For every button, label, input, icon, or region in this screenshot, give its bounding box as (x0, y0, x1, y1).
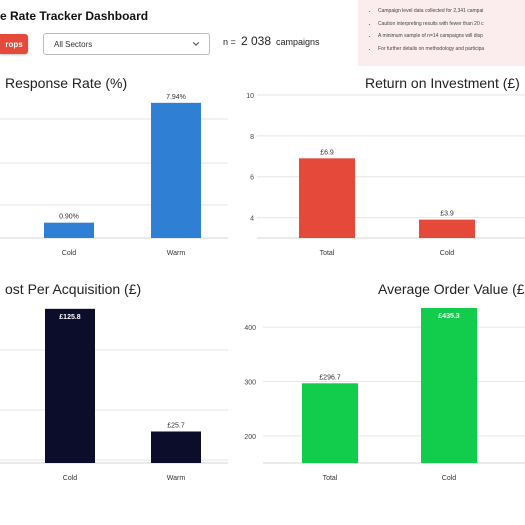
roi-category-label: Cold (440, 250, 455, 257)
aov-tick-label: 300 (244, 380, 256, 387)
cpa-category-label: Cold (63, 475, 78, 482)
note-item: For further details on methodology and p… (378, 46, 525, 52)
roi-bar (299, 158, 355, 238)
roi-tick-label: 10 (246, 93, 254, 100)
cpa-chart: £125.8 Cold £25.7 Warm (0, 308, 228, 482)
response-rate-title: Response Rate (%) (5, 75, 128, 91)
aov-category-label: Total (323, 475, 338, 482)
sample-size-unit: campaigns (276, 37, 320, 47)
aov-title: Average Order Value (£) (378, 281, 525, 297)
sample-size-label: n = (223, 37, 236, 47)
response-rate-category-label: Warm (167, 250, 186, 257)
cpa-category-label: Warm (167, 475, 186, 482)
note-item: A minimum sample of n=14 campaigns will … (378, 33, 525, 39)
aov-data-label: £296.7 (319, 374, 341, 381)
roi-tick-label: 8 (250, 134, 254, 141)
sector-select[interactable]: All Sectors (43, 33, 210, 55)
roi-bar (419, 219, 475, 238)
roi-chart: 4 6 8 10 £6.9 Total £3.9 Cold (246, 93, 525, 257)
cpa-data-label: £125.8 (59, 314, 81, 321)
response-rate-category-label: Cold (62, 250, 77, 257)
aov-chart: 200 300 400 £296.7 Total £435.3 Cold (244, 307, 525, 482)
sample-size-value: 2 038 (241, 34, 272, 48)
note-item: Campaign level data collected for 2,341 … (378, 8, 525, 14)
cpa-data-label: £25.7 (167, 423, 185, 430)
aov-category-label: Cold (442, 475, 457, 482)
aov-bar (421, 307, 477, 463)
aov-tick-label: 400 (244, 325, 256, 332)
response-rate-data-label: 0.90% (59, 214, 79, 221)
cpa-bar (151, 431, 201, 463)
note-item: Caution interpreting results with fewer … (378, 21, 525, 27)
roi-data-label: £3.9 (440, 211, 454, 218)
response-rate-bar (151, 102, 201, 238)
roi-tick-label: 4 (250, 216, 254, 223)
aov-bar (302, 383, 358, 463)
sector-select-value: All Sectors (54, 39, 93, 49)
roi-data-label: £6.9 (320, 149, 334, 156)
dashboard-title: e Rate Tracker Dashboard (0, 9, 149, 23)
chevron-down-icon (192, 42, 200, 46)
roi-tick-label: 6 (250, 175, 254, 182)
response-rate-data-label: 7.94% (166, 94, 186, 101)
roi-title: Return on Investment (£) (365, 75, 520, 91)
response-rate-bar (44, 222, 94, 238)
response-rate-chart: 0.90% Cold 7.94% Warm (0, 94, 228, 257)
aov-data-label: £435.3 (438, 313, 460, 320)
cpa-title: ost Per Acquisition (£) (5, 281, 142, 297)
roi-category-label: Total (320, 250, 335, 257)
cpa-bar (45, 308, 95, 463)
aov-tick-label: 200 (244, 434, 256, 441)
toggle-button[interactable]: rops (0, 34, 28, 54)
notes-panel: Campaign level data collected for 2,341 … (358, 0, 525, 66)
